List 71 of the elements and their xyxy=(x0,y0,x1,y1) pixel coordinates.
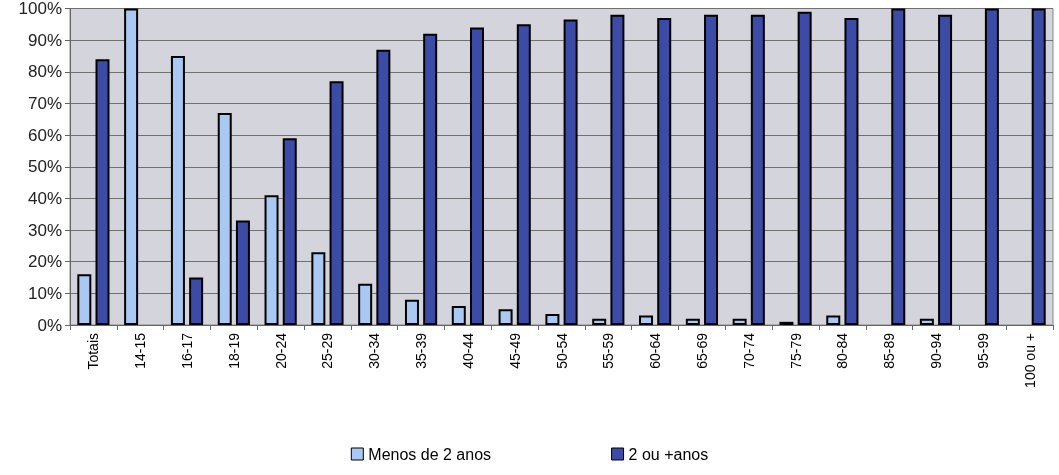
bar xyxy=(311,252,326,325)
bar xyxy=(358,283,373,325)
x-tick-label: 55-59 xyxy=(600,332,617,369)
bar xyxy=(891,8,906,325)
x-tick-label: 85-89 xyxy=(881,332,898,369)
bar xyxy=(404,299,419,325)
bar xyxy=(217,112,232,325)
x-tick-label: 45-49 xyxy=(506,332,523,369)
bar xyxy=(919,318,934,325)
x-tick-label: 25-29 xyxy=(319,332,336,369)
bar xyxy=(469,27,484,325)
x-tick-label: 14-15 xyxy=(132,332,149,369)
x-tick-label: 100 ou + xyxy=(1021,333,1038,388)
bar xyxy=(826,315,841,325)
bar xyxy=(732,318,747,325)
bar xyxy=(797,11,812,325)
bar xyxy=(170,55,185,325)
bar xyxy=(498,309,513,325)
bar xyxy=(685,318,700,325)
y-tick-label: 60% xyxy=(27,125,62,145)
x-tick-label: Totais xyxy=(85,333,102,370)
bar xyxy=(704,14,719,325)
x-tick-label: 40-44 xyxy=(459,332,476,369)
y-tick-label: 20% xyxy=(27,252,62,272)
x-tick-label: 75-79 xyxy=(787,332,804,369)
bar xyxy=(516,24,531,325)
x-tick-label: 90-94 xyxy=(927,332,944,369)
bar xyxy=(1031,8,1046,325)
bar xyxy=(235,220,250,325)
bar xyxy=(77,274,92,325)
bar xyxy=(545,313,560,325)
y-tick-label: 30% xyxy=(27,220,62,240)
y-tick-label: 0% xyxy=(37,315,62,335)
bar xyxy=(563,19,578,325)
x-tick-label: 18-19 xyxy=(225,332,242,369)
y-tick-label: 90% xyxy=(27,30,62,50)
bar xyxy=(282,138,297,325)
bar xyxy=(984,8,999,325)
x-tick-label: 70-74 xyxy=(740,332,757,369)
bar xyxy=(610,14,625,325)
legend-label: Menos de 2 anos xyxy=(368,445,492,463)
bar xyxy=(95,59,110,325)
y-tick-label: 80% xyxy=(27,62,62,82)
y-tick-label: 10% xyxy=(27,283,62,303)
x-tick-label: 16-17 xyxy=(179,332,196,369)
bar xyxy=(189,277,204,325)
x-tick-label: 65-69 xyxy=(693,332,710,369)
bar xyxy=(376,49,391,325)
y-tick-label: 40% xyxy=(27,188,62,208)
bar xyxy=(639,315,654,325)
bar xyxy=(451,306,466,325)
bar xyxy=(938,14,953,325)
y-tick-label: 50% xyxy=(27,157,62,177)
x-tick-label: 35-39 xyxy=(413,332,430,369)
bar xyxy=(329,81,344,325)
bar xyxy=(657,18,672,325)
x-tick-label: 60-64 xyxy=(647,332,664,369)
bar xyxy=(592,318,607,325)
y-tick-label: 100% xyxy=(18,0,62,18)
bar xyxy=(124,8,139,325)
y-tick-label: 70% xyxy=(27,93,62,113)
x-tick-label: 30-34 xyxy=(366,332,383,369)
x-tick-label: 80-84 xyxy=(834,332,851,369)
bar xyxy=(844,18,859,325)
x-tick-label: 95-99 xyxy=(974,332,991,369)
bar xyxy=(264,195,279,325)
bar xyxy=(750,14,765,325)
x-tick-label: 20-24 xyxy=(272,332,289,369)
x-tick-label: 50-54 xyxy=(553,332,570,369)
legend-label: 2 ou +anos xyxy=(628,445,709,463)
bar xyxy=(423,33,438,325)
